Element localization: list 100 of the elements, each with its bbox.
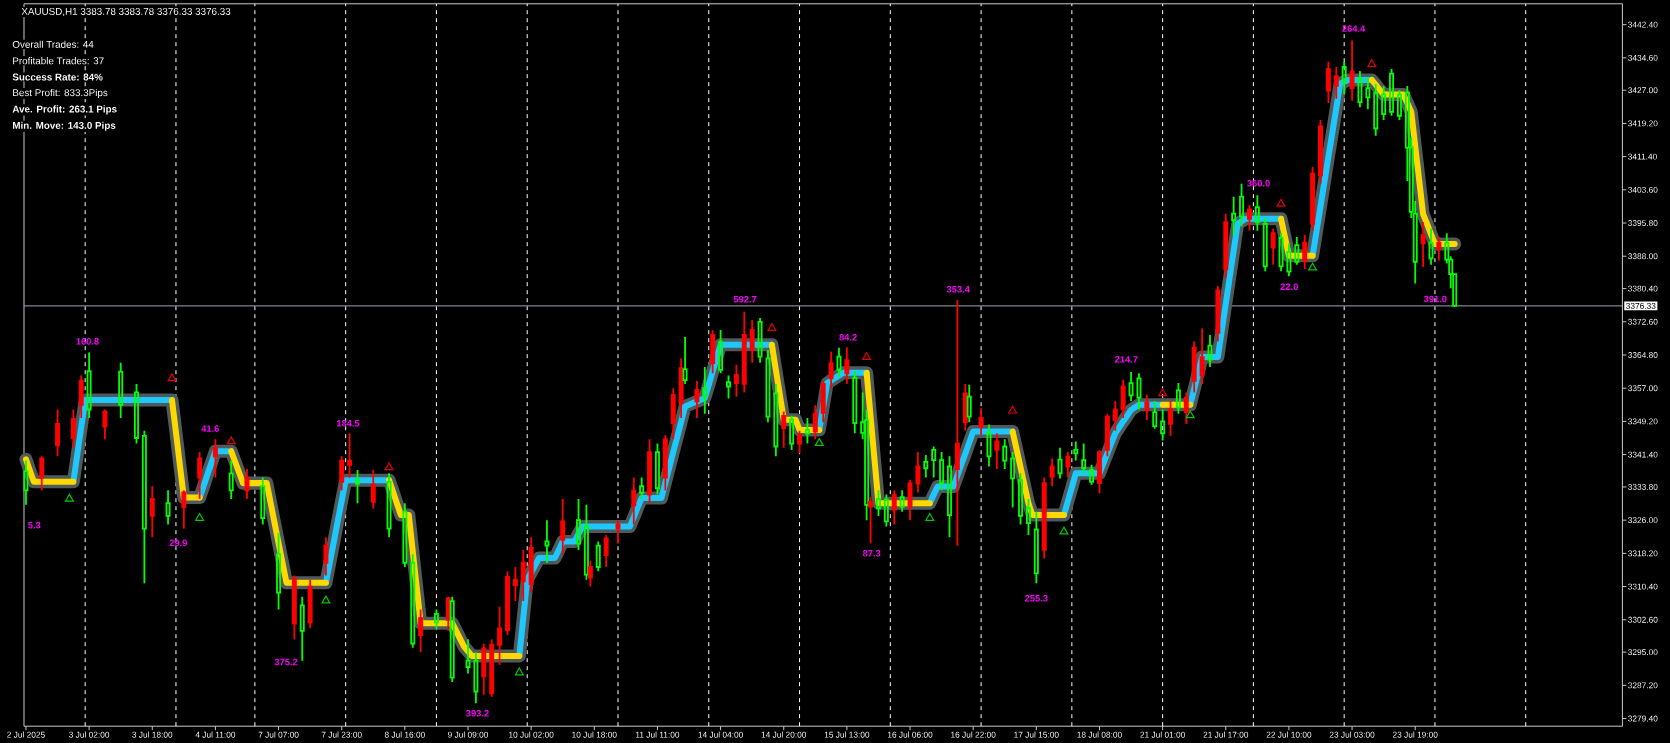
- y-tick-label: 3326.00: [1628, 517, 1658, 524]
- candlestick: [102, 408, 108, 441]
- annotation: 5.3: [28, 521, 41, 529]
- candlestick: [1104, 412, 1110, 458]
- candlestick: [1152, 400, 1158, 430]
- candlestick: [1278, 231, 1284, 273]
- candlestick: [347, 432, 353, 479]
- candlestick: [765, 348, 771, 424]
- annotation: Ave. Profit: 263.1 Pips: [12, 105, 117, 115]
- y-tick-label: 3310.40: [1628, 583, 1658, 590]
- y-tick-label: 3434.60: [1628, 54, 1658, 61]
- candlestick: [986, 423, 992, 468]
- candlestick: [603, 534, 609, 568]
- candlestick: [141, 429, 147, 585]
- y-tick-label: 3395.80: [1628, 220, 1658, 226]
- candlestick: [323, 536, 329, 577]
- candlestick: [836, 346, 842, 379]
- candlestick: [947, 455, 952, 539]
- point: [167, 373, 177, 382]
- candlestick: [465, 638, 471, 675]
- candlestick: [891, 489, 897, 526]
- point: [814, 438, 824, 446]
- y-tick-label: 3403.60: [1628, 186, 1658, 193]
- candlestick: [583, 503, 589, 581]
- candlestick: [702, 366, 708, 415]
- candlestick: [260, 476, 266, 526]
- annotation: Overall Trades: 44: [12, 40, 94, 48]
- candlestick: [1420, 221, 1426, 268]
- x-tick-label: 3 Jul 02:00: [69, 731, 110, 738]
- candlestick: [587, 559, 593, 588]
- annotation: 592.7: [733, 296, 757, 303]
- x-tick-label: 22 Jul 10:00: [1266, 731, 1312, 738]
- candlestick: [966, 383, 972, 424]
- candlestick: [749, 319, 755, 364]
- point: [1158, 388, 1168, 397]
- candlestick: [1239, 182, 1245, 228]
- candlestick: [149, 485, 155, 539]
- x-tick-label: 18 Jul 08:00: [1077, 731, 1122, 738]
- candlestick: [1223, 212, 1229, 279]
- point: [64, 493, 74, 502]
- candlestick: [662, 434, 668, 492]
- candlestick: [1357, 70, 1363, 109]
- candlestick: [370, 469, 376, 510]
- y-tick-label: 3295.00: [1628, 649, 1658, 656]
- candlestick: [931, 445, 937, 479]
- candlestick: [576, 497, 581, 551]
- candlestick: [1436, 236, 1442, 262]
- point: [1367, 59, 1377, 68]
- x-tick-label: 17 Jul 15:00: [1014, 731, 1059, 738]
- x-tick-label: 14 Jul 04:00: [698, 731, 743, 738]
- candlestick: [741, 310, 747, 394]
- x-tick-label: 21 Jul 17:00: [1203, 731, 1249, 738]
- candlestick: [339, 455, 345, 492]
- x-tick-label: 23 Jul 19:00: [1392, 731, 1438, 738]
- candlestick: [631, 476, 637, 526]
- x-tick-label: 14 Jul 20:00: [761, 731, 807, 738]
- point: [1059, 526, 1069, 535]
- y-tick-label: 3279.40: [1628, 715, 1658, 722]
- annotation: 84.2: [839, 334, 857, 341]
- point: [226, 436, 236, 445]
- annotation: Success Rate: 84%: [12, 73, 103, 81]
- x-tick-label: 3 Jul 18:00: [132, 731, 173, 738]
- candlestick: [1049, 457, 1055, 488]
- candlestick: [86, 351, 92, 419]
- point: [1008, 405, 1018, 414]
- point: [862, 352, 872, 360]
- candlestick: [78, 374, 84, 419]
- candlestick: [1128, 371, 1134, 402]
- candlestick: [804, 417, 810, 445]
- candlestick: [560, 497, 566, 556]
- candlestick: [915, 451, 921, 494]
- y-tick-label: 3419.20: [1628, 120, 1658, 127]
- candlestick: [978, 407, 984, 436]
- candlestick: [1207, 334, 1213, 368]
- x-tick-label: 2 Jul 2025: [7, 731, 45, 738]
- y-tick-label: 3287.20: [1628, 682, 1658, 689]
- candlestick: [883, 493, 889, 528]
- candlestick: [595, 540, 601, 573]
- annotation: 29.9: [169, 539, 188, 547]
- candlestick: [1120, 378, 1126, 419]
- candlestick: [1183, 391, 1189, 425]
- candlestick: [386, 472, 392, 539]
- candlestick: [1175, 382, 1181, 415]
- y-tick-label: 3442.40: [1628, 21, 1658, 28]
- candlestick: [1191, 340, 1197, 394]
- x-tick-label: 8 Jul 16:00: [384, 731, 425, 738]
- y-tick-label: 3318.20: [1628, 550, 1658, 557]
- y-tick-label: 3388.00: [1628, 253, 1658, 260]
- candlestick: [181, 489, 187, 530]
- candlestick: [433, 608, 439, 630]
- candlestick: [1294, 236, 1300, 266]
- annotation: 87.3: [862, 549, 881, 557]
- point: [195, 512, 205, 521]
- candlestick: [678, 357, 684, 419]
- x-tick-label: 16 Jul 06:00: [887, 731, 933, 738]
- candlestick: [1065, 451, 1071, 479]
- candlestick: [228, 459, 234, 500]
- candlestick: [1033, 510, 1039, 585]
- x-tick-label: 7 Jul 23:00: [321, 731, 362, 738]
- candlestick: [1081, 442, 1087, 475]
